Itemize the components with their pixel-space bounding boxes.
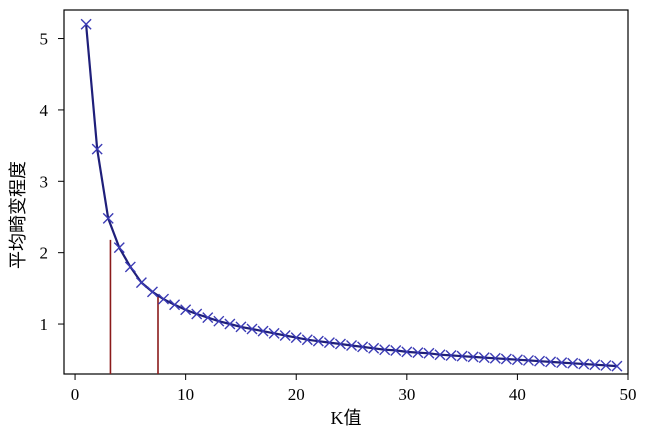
x-tick-label: 40 [509, 385, 526, 404]
x-tick-label: 20 [288, 385, 305, 404]
data-point-marker [611, 360, 623, 372]
data-point-marker [146, 286, 158, 298]
data-point-marker [500, 353, 512, 365]
data-point-marker [412, 347, 424, 359]
series-markers [80, 18, 623, 372]
data-point-marker [290, 332, 302, 344]
data-point-marker [113, 242, 125, 254]
data-point-marker [91, 143, 103, 155]
data-point-marker [191, 308, 203, 320]
data-point-marker [401, 346, 413, 358]
data-point-marker [312, 335, 324, 347]
data-point-marker [169, 299, 181, 311]
y-tick-label: 1 [40, 315, 49, 334]
data-point-marker [600, 359, 612, 371]
data-point-marker [578, 358, 590, 370]
data-point-marker [567, 357, 579, 369]
data-point-marker [478, 352, 490, 364]
data-point-marker [556, 357, 568, 369]
plot-frame [63, 9, 629, 375]
data-point-marker [534, 355, 546, 367]
data-point-marker [456, 350, 468, 362]
data-point-marker [368, 342, 380, 354]
axis-ticks: 0 10 20 30 40 50 1 2 3 4 5 [40, 30, 637, 404]
data-point-marker [445, 349, 457, 361]
data-point-marker [102, 212, 114, 224]
y-tick-label: 4 [40, 101, 49, 120]
reference-lines [109, 239, 159, 374]
x-tick-label: 50 [620, 385, 637, 404]
data-point-marker [235, 321, 247, 333]
y-tick-label: 3 [40, 172, 49, 191]
data-point-marker [589, 359, 601, 371]
data-point-marker [489, 352, 501, 364]
x-axis-label: K值 [331, 408, 362, 428]
y-tick-label: 2 [40, 244, 49, 263]
data-point-marker [346, 339, 358, 351]
data-point-marker [522, 354, 534, 366]
data-point-marker [124, 261, 136, 273]
data-point-marker [511, 354, 523, 366]
data-point-marker [135, 277, 147, 289]
y-tick-label: 5 [40, 30, 49, 49]
data-point-marker [334, 338, 346, 350]
data-point-marker [268, 327, 280, 339]
data-point-marker [80, 18, 92, 30]
data-point-marker [180, 304, 192, 316]
data-point-marker [301, 334, 313, 346]
x-tick-label: 30 [398, 385, 415, 404]
data-point-marker [357, 341, 369, 353]
data-point-marker [158, 293, 170, 305]
y-axis-label: 平均畸变程度 [8, 161, 28, 269]
data-point-marker [279, 329, 291, 341]
data-point-marker [257, 325, 269, 337]
data-point-marker [390, 344, 402, 356]
data-point-marker [246, 323, 258, 335]
data-point-marker [202, 312, 214, 324]
x-tick-label: 0 [71, 385, 80, 404]
data-point-marker [467, 351, 479, 363]
x-tick-label: 10 [177, 385, 194, 404]
data-point-marker [379, 344, 391, 356]
data-point-marker [323, 337, 335, 349]
data-point-marker [434, 349, 446, 361]
data-point-marker [213, 315, 225, 327]
data-point-marker [224, 318, 236, 330]
data-point-marker [423, 347, 435, 359]
data-point-marker [545, 356, 557, 368]
